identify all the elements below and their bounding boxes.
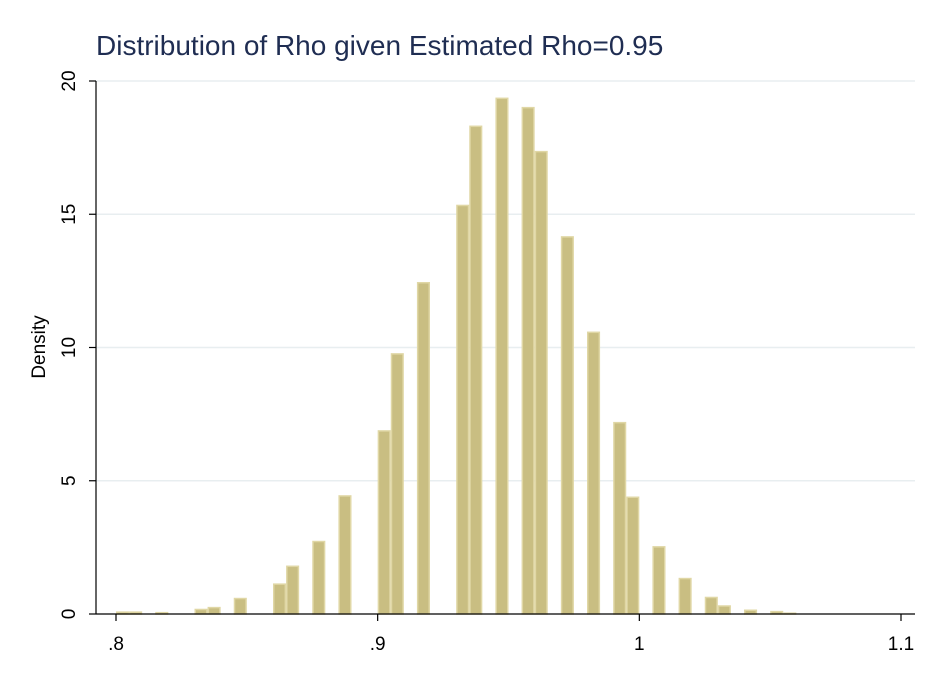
y-tick-label: 20	[59, 70, 80, 91]
histogram-bar	[233, 597, 247, 615]
histogram-bar	[338, 495, 352, 615]
y-axis-ticks: 0 5 10 15 20	[59, 70, 96, 619]
histogram-bar	[207, 606, 221, 615]
x-tick-label: .8	[108, 634, 124, 655]
histogram-bar	[704, 596, 718, 615]
histogram-bar	[469, 125, 483, 615]
histogram-bar	[652, 546, 666, 615]
bars	[116, 97, 797, 615]
histogram-bar	[456, 204, 470, 615]
histogram-bar	[312, 540, 326, 615]
histogram-bar	[613, 421, 627, 615]
histogram-bar	[626, 496, 640, 615]
histogram-bar	[416, 281, 430, 615]
histogram-bar	[273, 583, 287, 615]
histogram-bar	[390, 353, 404, 615]
x-tick-label: 1	[634, 634, 645, 655]
y-axis-label: Density	[29, 315, 50, 379]
histogram-bar	[286, 565, 300, 615]
histogram-bar	[717, 605, 731, 615]
y-tick-label: 5	[59, 475, 80, 486]
histogram-bar	[377, 430, 391, 615]
chart-title: Distribution of Rho given Estimated Rho=…	[96, 30, 663, 61]
histogram-bar	[587, 331, 601, 615]
y-tick-label: 0	[59, 609, 80, 620]
histogram-bar	[534, 150, 548, 615]
histogram-bar	[678, 577, 692, 615]
y-tick-label: 10	[59, 337, 80, 358]
x-tick-label: .9	[370, 634, 386, 655]
histogram-bar	[560, 236, 574, 615]
histogram-bar	[495, 97, 509, 615]
histogram-bar	[521, 106, 535, 615]
x-axis-ticks: .8 .9 1 1.1	[108, 614, 914, 655]
x-tick-label: 1.1	[888, 634, 914, 655]
histogram-bar	[194, 608, 208, 615]
y-tick-label: 15	[59, 204, 80, 225]
